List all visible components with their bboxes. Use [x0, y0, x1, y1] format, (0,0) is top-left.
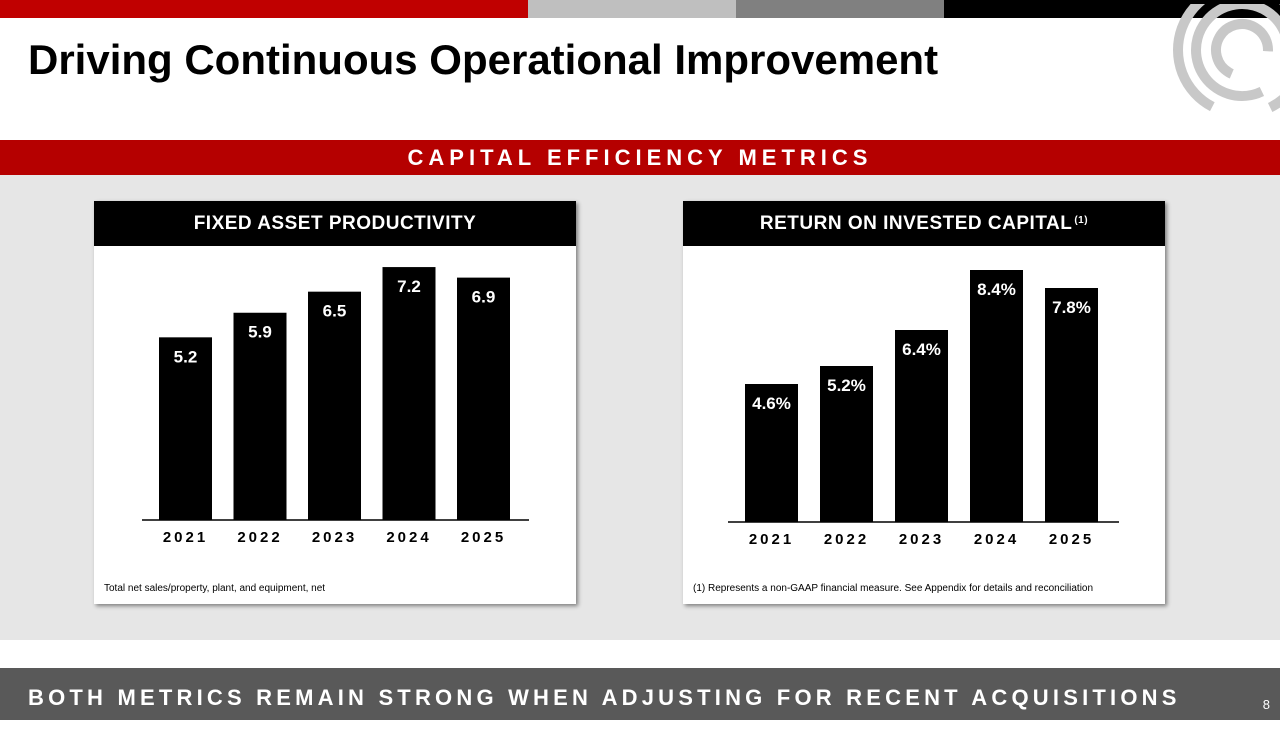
bottom-banner-text: BOTH METRICS REMAIN STRONG WHEN ADJUSTIN…	[28, 685, 1181, 710]
x-tick-label: 2021	[749, 531, 794, 546]
top-stripe-gray	[736, 0, 944, 18]
return-on-invested-capital-chart: 4.6% 2021 5.2% 2022 6.4% 2023 8.4% 2024 7.8% 2025	[728, 270, 1119, 546]
x-tick-label: 2021	[163, 529, 208, 546]
section-banner: CAPITAL EFFICIENCY METRICS	[0, 140, 1280, 175]
bottom-banner: BOTH METRICS REMAIN STRONG WHEN ADJUSTIN…	[0, 668, 1280, 720]
company-logo-icon	[1172, 4, 1280, 119]
bar-2022	[233, 312, 287, 520]
chart-footnote: Total net sales/property, plant, and equ…	[104, 583, 326, 594]
chart-title: FIXED ASSET PRODUCTIVITY	[94, 201, 576, 246]
chart-title: RETURN ON INVESTED CAPITAL (1)	[683, 201, 1165, 246]
x-tick-label: 2024	[974, 531, 1019, 546]
bar-2024	[382, 267, 436, 520]
data-label: 4.6%	[752, 394, 791, 413]
data-label: 6.4%	[902, 340, 941, 359]
top-stripe-light-gray	[528, 0, 736, 18]
x-tick-label: 2022	[824, 531, 869, 546]
fixed-asset-productivity-chart: 5.2 2021 5.9 2022 6.5 2023 7.2 2024 6.9 2025	[142, 267, 529, 546]
bar-2025	[457, 277, 510, 520]
return-on-invested-capital-panel: RETURN ON INVESTED CAPITAL (1) 4.6% 2021 5.…	[683, 201, 1165, 604]
page-title: Driving Continuous Operational Improveme…	[28, 36, 939, 83]
bar-2024	[970, 270, 1023, 522]
data-label: 5.2%	[827, 376, 866, 395]
data-label: 5.9	[248, 323, 272, 342]
footnote-marker: (1)	[1074, 215, 1089, 226]
page-number: 8	[1262, 697, 1270, 712]
x-tick-label: 2022	[237, 529, 282, 546]
chart-footnote: (1) Represents a non-GAAP financial meas…	[693, 583, 1094, 594]
x-tick-label: 2023	[312, 529, 357, 546]
x-tick-label: 2024	[386, 529, 431, 546]
x-tick-label: 2025	[1049, 531, 1094, 546]
data-label: 6.5	[323, 302, 347, 321]
bar-2021	[745, 384, 798, 522]
x-tick-label: 2025	[461, 529, 506, 546]
data-label: 8.4%	[977, 280, 1016, 299]
data-label: 7.2	[397, 277, 421, 296]
bar-2023	[895, 330, 948, 522]
bar-2023	[308, 291, 361, 520]
top-stripe-red	[0, 0, 528, 18]
bar-2021	[159, 337, 212, 520]
bar-2022	[820, 366, 873, 522]
fixed-asset-productivity-panel: FIXED ASSET PRODUCTIVITY 5.2 2021 5.9 2022 6…	[94, 201, 576, 604]
data-label: 6.9	[472, 288, 496, 307]
data-label: 7.8%	[1052, 298, 1091, 317]
bar-2025	[1045, 288, 1098, 522]
data-label: 5.2	[174, 347, 198, 366]
x-tick-label: 2023	[899, 531, 944, 546]
